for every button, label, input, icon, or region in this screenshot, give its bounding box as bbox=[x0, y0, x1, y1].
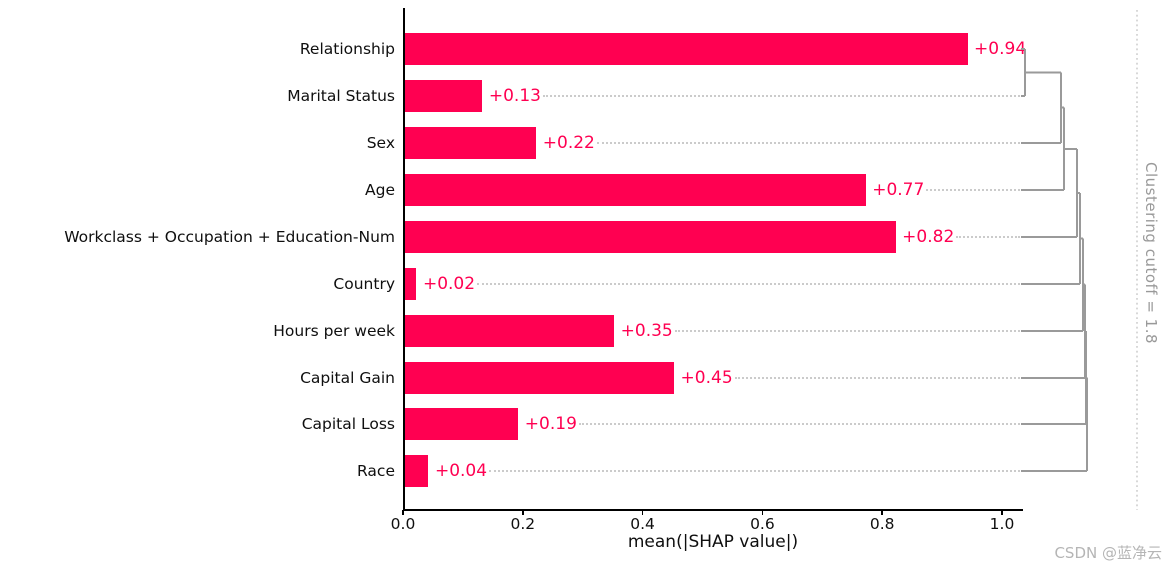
bar bbox=[404, 268, 417, 300]
leader-dotted-line bbox=[674, 330, 1020, 332]
x-axis-title: mean(|SHAP value|) bbox=[627, 532, 799, 552]
x-tick-mark bbox=[1001, 510, 1003, 515]
feature-label: Age bbox=[365, 180, 395, 199]
bar bbox=[404, 362, 675, 394]
feature-label: Relationship bbox=[299, 39, 395, 58]
x-axis-spine bbox=[403, 509, 1023, 511]
x-tick-label: 0.0 bbox=[390, 515, 416, 533]
bar-value-label: +0.13 bbox=[488, 86, 541, 106]
leader-dotted-line bbox=[926, 189, 1020, 191]
x-tick-mark bbox=[881, 510, 883, 515]
x-tick-mark bbox=[522, 510, 524, 515]
bar-value-label: +0.94 bbox=[974, 39, 1027, 59]
leader-dotted-line bbox=[734, 377, 1020, 379]
bar-value-label: +0.45 bbox=[680, 368, 733, 388]
x-tick-label: 1.0 bbox=[989, 515, 1015, 533]
x-tick-label: 0.4 bbox=[630, 515, 655, 533]
y-axis-spine bbox=[403, 8, 405, 510]
bar bbox=[404, 127, 537, 159]
leader-dotted-line bbox=[956, 236, 1020, 238]
leader-dotted-line bbox=[596, 142, 1020, 144]
leader-dotted-line bbox=[476, 283, 1020, 285]
x-tick-mark bbox=[761, 510, 764, 515]
x-tick-label: 0.6 bbox=[750, 515, 775, 533]
clustering-cutoff-label: Clustering cutoff = 1.8 bbox=[1142, 162, 1160, 345]
x-tick-mark bbox=[641, 510, 644, 515]
feature-label: Capital Loss bbox=[301, 414, 395, 433]
bar-value-label: +0.82 bbox=[902, 227, 955, 247]
bar bbox=[404, 455, 429, 487]
bar-value-label: +0.35 bbox=[620, 321, 673, 341]
x-tick-mark bbox=[402, 510, 404, 515]
bar bbox=[404, 80, 483, 112]
bar bbox=[404, 174, 866, 206]
bar-value-label: +0.04 bbox=[434, 461, 488, 481]
feature-label: Workclass + Occupation + Education-Num bbox=[64, 227, 395, 246]
x-tick-label: 0.2 bbox=[510, 515, 536, 533]
bar-value-label: +0.77 bbox=[872, 180, 925, 200]
feature-label: Capital Gain bbox=[300, 368, 395, 387]
bar bbox=[404, 221, 896, 253]
leader-dotted-line bbox=[542, 95, 1020, 97]
feature-label: Hours per week bbox=[273, 321, 395, 340]
bar-value-label: +0.02 bbox=[422, 274, 476, 294]
x-tick-label: 0.8 bbox=[869, 515, 895, 533]
leader-dotted-line bbox=[578, 423, 1020, 425]
bar bbox=[404, 315, 615, 347]
feature-label: Country bbox=[333, 274, 395, 293]
bar bbox=[404, 408, 519, 440]
bar bbox=[404, 33, 968, 65]
watermark-text: CSDN @蓝净云 bbox=[1054, 544, 1162, 562]
feature-label: Race bbox=[357, 461, 395, 480]
bar-value-label: +0.22 bbox=[542, 133, 595, 153]
feature-label: Sex bbox=[366, 133, 395, 152]
leader-dotted-line bbox=[488, 470, 1020, 472]
bar-value-label: +0.19 bbox=[524, 414, 577, 434]
feature-label: Marital Status bbox=[287, 86, 395, 105]
